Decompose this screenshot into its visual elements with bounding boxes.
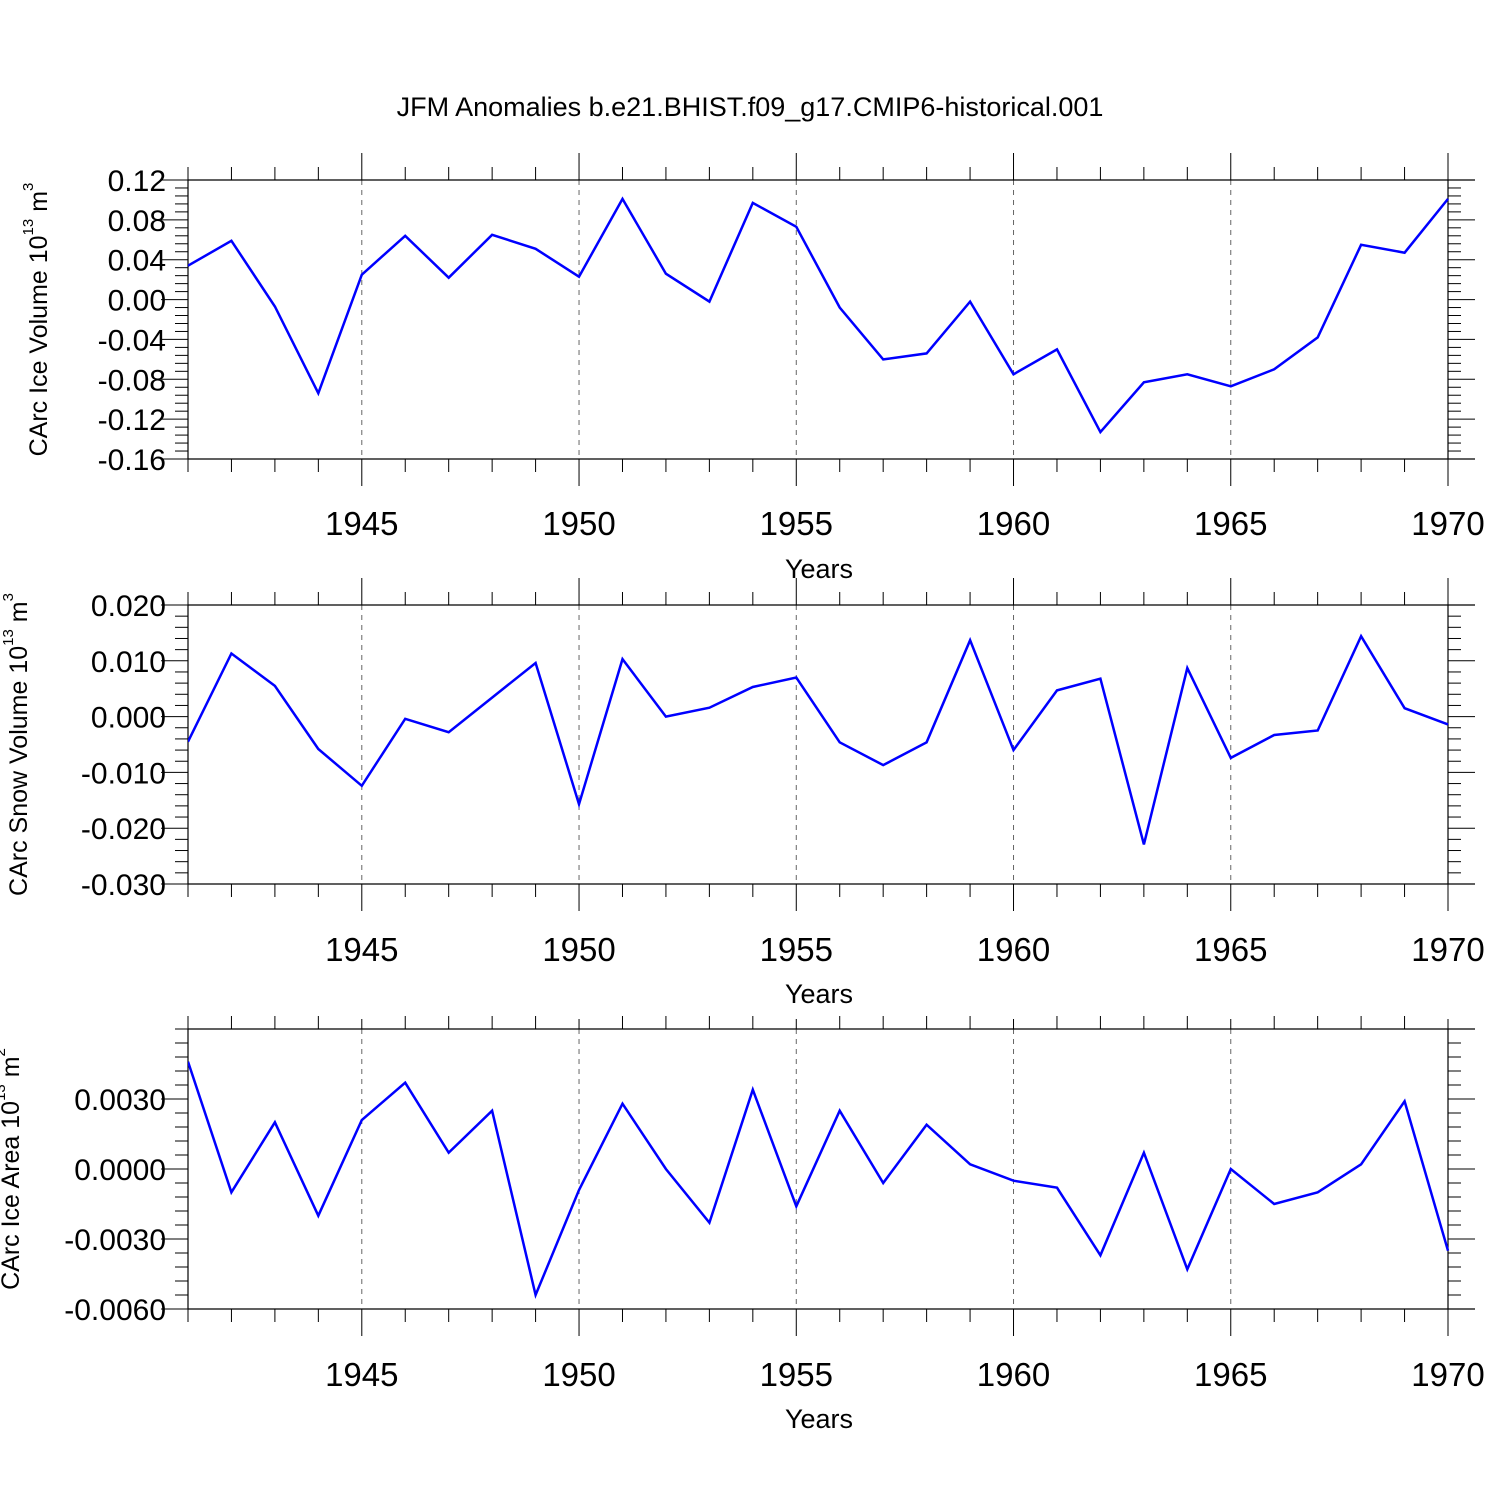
x-tick-label: 1945 xyxy=(325,931,398,968)
chart-panel-2: 0.020 0.010 0.000 -0.010 -0.020 -0.030 1945 195… xyxy=(0,578,1485,1009)
x-tick-label: 1950 xyxy=(542,931,615,968)
x-tick-label: 1945 xyxy=(325,1356,398,1393)
x-tick-label: 1965 xyxy=(1194,931,1267,968)
x-tick-label: 1955 xyxy=(760,931,833,968)
x-tick-label: 1960 xyxy=(977,931,1050,968)
y-tick-label: -0.020 xyxy=(81,813,166,846)
figure-title: JFM Anomalies b.e21.BHIST.f09_g17.CMIP6-… xyxy=(397,92,1104,122)
y-tick-label: 0.010 xyxy=(91,646,166,679)
x-tick-label: 1945 xyxy=(325,505,398,542)
x-axis-label: Years xyxy=(785,1404,853,1434)
y-tick-label: 0.0030 xyxy=(74,1084,166,1117)
chart-panel-3: 0.0030 0.0000 -0.0030 -0.0060 1945 1950 1955 19… xyxy=(0,1016,1485,1434)
x-tick-label: 1960 xyxy=(977,505,1050,542)
y-tick-label: -0.12 xyxy=(98,404,166,437)
y-tick-label: -0.030 xyxy=(81,869,166,902)
y-tick-label: -0.08 xyxy=(98,364,166,397)
x-tick-label: 1970 xyxy=(1411,931,1484,968)
x-tick-label: 1955 xyxy=(760,1356,833,1393)
series-line xyxy=(188,1061,1450,1300)
series-line xyxy=(188,196,1449,435)
y-tick-label: 0.04 xyxy=(108,245,166,278)
x-tick-label: 1970 xyxy=(1411,1356,1484,1393)
y-tick-label: -0.04 xyxy=(98,324,166,357)
x-tick-label: 1965 xyxy=(1194,505,1267,542)
x-tick-label: 1965 xyxy=(1194,1356,1267,1393)
y-tick-label: 0.08 xyxy=(108,205,166,238)
series-line xyxy=(188,633,1449,845)
y-axis-label: CArc Snow Volume 1013 m3 xyxy=(0,593,33,896)
x-tick-label: 1950 xyxy=(542,505,615,542)
y-tick-label: 0.00 xyxy=(108,285,166,318)
x-axis-label: Years xyxy=(785,554,853,584)
x-tick-label: 1970 xyxy=(1411,505,1484,542)
x-tick-label: 1955 xyxy=(760,505,833,542)
y-tick-label: -0.16 xyxy=(98,444,166,477)
y-tick-label: 0.12 xyxy=(108,165,166,198)
y-tick-label: -0.010 xyxy=(81,757,166,790)
panels-group: 0.12 0.08 0.04 0.00 -0.04 -0.08 -0.12 -0.16 1945… xyxy=(0,153,1485,1434)
y-tick-label: 0.000 xyxy=(91,702,166,735)
y-tick-label: -0.0030 xyxy=(64,1224,166,1257)
y-axis-label: CArc Ice Area 1013 m2 xyxy=(0,1048,25,1290)
chart-panel-1: 0.12 0.08 0.04 0.00 -0.04 -0.08 -0.12 -0.16 1945… xyxy=(20,153,1485,584)
y-axis-label: CArc Ice Volume 1013 m3 xyxy=(20,183,53,457)
y-tick-label: 0.020 xyxy=(91,590,166,623)
x-tick-label: 1950 xyxy=(542,1356,615,1393)
x-axis-label: Years xyxy=(785,979,853,1009)
x-tick-label: 1960 xyxy=(977,1356,1050,1393)
y-tick-label: 0.0000 xyxy=(74,1154,166,1187)
y-tick-label: -0.0060 xyxy=(64,1294,166,1327)
